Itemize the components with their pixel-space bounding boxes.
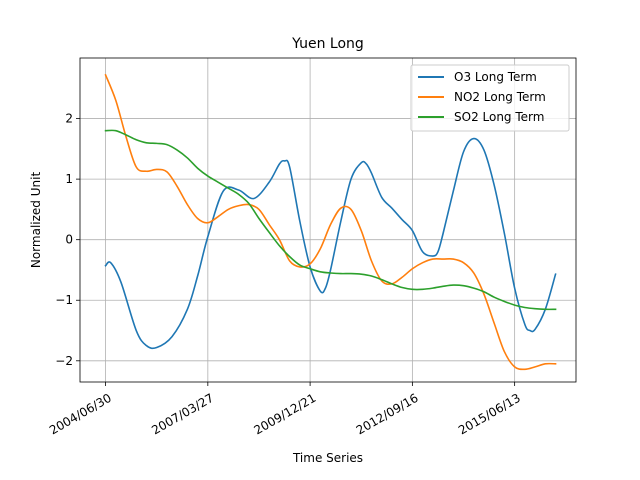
series-lines xyxy=(104,73,557,371)
legend-box xyxy=(410,64,570,132)
legend-label-o3: O3 Long Term xyxy=(454,70,537,84)
legend-label-so2: SO2 Long Term xyxy=(454,110,544,124)
chart-title: Yuen Long xyxy=(291,36,364,52)
x-axis-label: Time Series xyxy=(292,451,363,465)
legend: O3 Long Term NO2 Long Term SO2 Long Term xyxy=(410,64,570,132)
y-tick-label: 0 xyxy=(65,233,73,247)
plot-frame xyxy=(79,57,577,383)
series-line-no2 xyxy=(104,73,557,371)
y-tick-label: 1 xyxy=(65,172,73,186)
y-tick-label: −1 xyxy=(55,293,73,307)
y-tick-label: 2 xyxy=(65,112,73,126)
legend-label-no2: NO2 Long Term xyxy=(454,90,546,104)
y-axis-label: Normalized Unit xyxy=(29,172,43,269)
series-line-so2 xyxy=(104,129,557,311)
series-line-o3 xyxy=(104,137,557,350)
y-tick-label: −2 xyxy=(55,354,73,368)
